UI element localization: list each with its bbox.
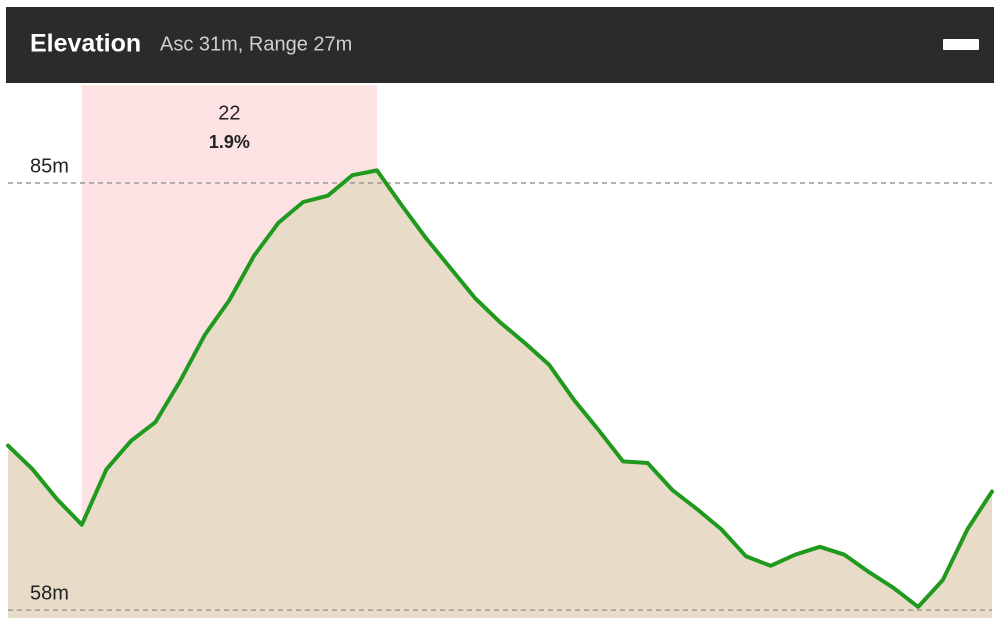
highlight-distance: 22 xyxy=(218,102,240,124)
plot: 22 1.9% 58m 85m xyxy=(6,85,994,618)
chart-title: Elevation xyxy=(30,30,141,58)
y-tick-label: 58m xyxy=(30,582,69,604)
elevation-line xyxy=(6,168,994,609)
elevation-area xyxy=(8,170,992,618)
y-tick-label: 85m xyxy=(30,155,69,177)
chart-subtitle: Asc 31m, Range 27m xyxy=(160,33,352,55)
header-bar xyxy=(6,7,994,83)
menu-button[interactable] xyxy=(943,39,979,50)
highlight-grade: 1.9% xyxy=(209,132,250,152)
